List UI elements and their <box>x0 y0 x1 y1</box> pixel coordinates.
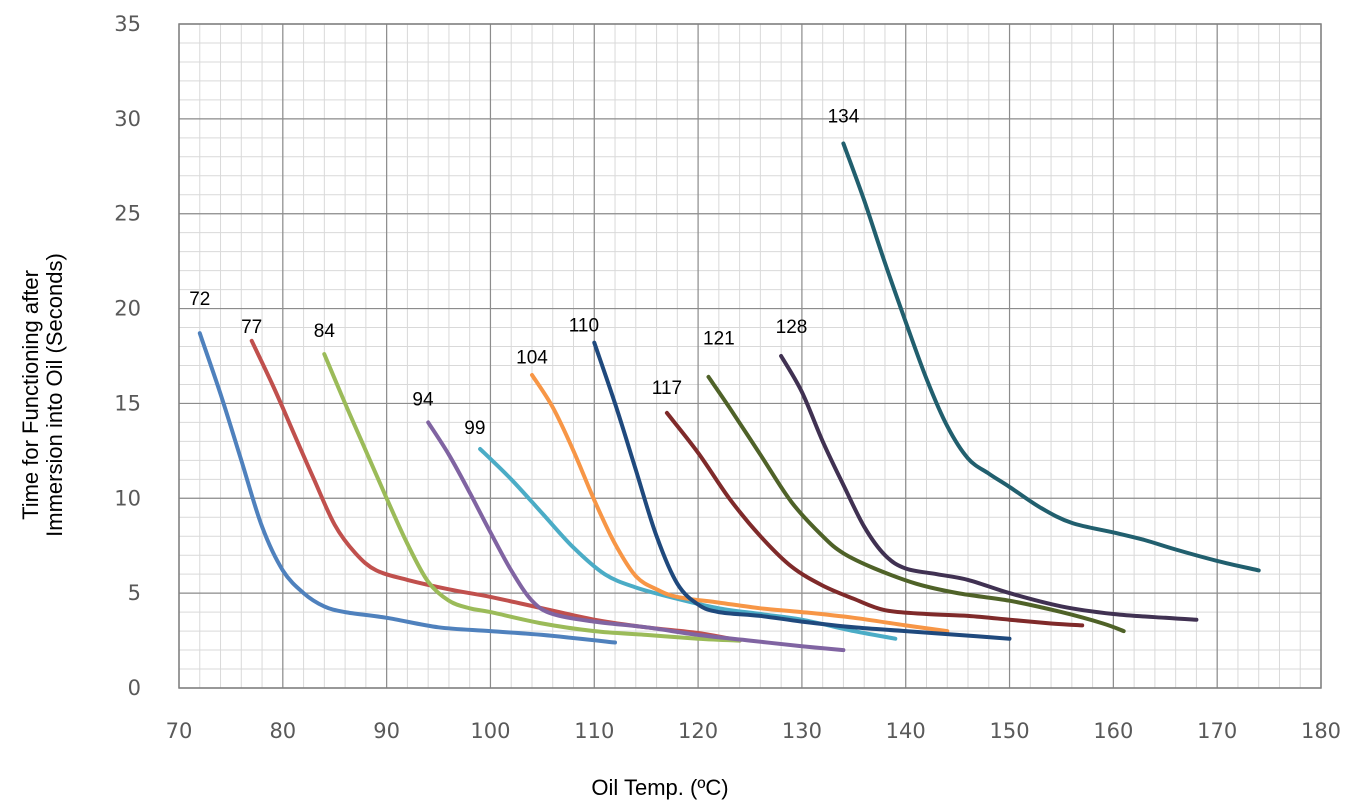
series-label-84: 84 <box>314 321 336 342</box>
series-label-99: 99 <box>464 418 485 439</box>
x-tick-label: 110 <box>574 719 614 743</box>
y-tick-label: 30 <box>114 107 141 131</box>
x-tick-label: 80 <box>269 719 296 743</box>
series-line-104 <box>530 373 950 634</box>
series-label-104: 104 <box>516 348 548 369</box>
series-label-128: 128 <box>776 317 808 338</box>
series-label-134: 134 <box>828 107 860 128</box>
series-label-117: 117 <box>652 378 682 399</box>
y-tick-label: 5 <box>128 581 141 605</box>
y-axis-title-line-2: Immersion into Oil (Seconds) <box>42 253 67 537</box>
x-tick-label: 120 <box>678 719 718 743</box>
y-tick-label: 10 <box>114 486 141 510</box>
plot-area-border <box>178 23 1322 689</box>
series-label-110: 110 <box>569 315 599 336</box>
major-gridlines <box>178 23 1322 689</box>
y-tick-label: 35 <box>114 12 141 36</box>
series-lines <box>197 141 1261 653</box>
axes <box>178 23 1322 689</box>
series-line-117 <box>664 410 1085 628</box>
x-tick-label: 140 <box>886 719 926 743</box>
y-axis-title: Time for Functioning after Immersion int… <box>18 253 67 537</box>
x-tick-label: 130 <box>782 719 822 743</box>
series-label-77: 77 <box>241 317 262 338</box>
series-line-94 <box>426 420 846 653</box>
y-tick-label: 25 <box>114 202 141 226</box>
x-tick-label: 180 <box>1301 719 1341 743</box>
series-line-128 <box>779 354 1199 622</box>
series-line-84 <box>322 352 742 643</box>
series-line-110 <box>592 340 1012 641</box>
x-tick-label: 150 <box>989 719 1029 743</box>
series-labels: 72 77 84 94 99 104 110 117 121 128 134 <box>189 107 860 439</box>
tick-labels: 70 80 90 100 110 120 130 140 150 160 170 180 0 5 10 15 2… <box>114 12 1341 743</box>
y-tick-label: 0 <box>128 676 141 700</box>
series-line-134 <box>841 141 1261 573</box>
x-tick-label: 70 <box>166 719 193 743</box>
series-label-94: 94 <box>412 389 434 410</box>
x-tick-label: 170 <box>1197 719 1237 743</box>
x-axis-title: Oil Temp. (ºC) <box>591 775 728 800</box>
x-tick-label: 100 <box>470 719 510 743</box>
series-label-72: 72 <box>189 289 210 310</box>
series-line-72 <box>197 331 617 645</box>
series-label-121: 121 <box>703 329 735 350</box>
y-tick-label: 15 <box>114 391 141 415</box>
y-tick-label: 20 <box>114 297 141 321</box>
y-axis-title-line-1: Time for Functioning after <box>18 270 43 520</box>
x-tick-label: 160 <box>1093 719 1133 743</box>
x-tick-label: 90 <box>373 719 400 743</box>
series-line-121 <box>706 374 1126 634</box>
